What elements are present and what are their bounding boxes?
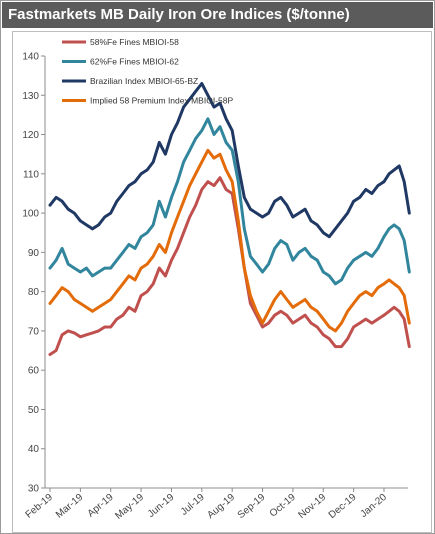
- title-bar: Fastmarkets MB Daily Iron Ore Indices ($…: [2, 2, 433, 28]
- x-tick-label: Apr-19: [86, 492, 116, 520]
- y-tick-label: 70: [28, 326, 40, 337]
- x-tick-label: Feb-19: [24, 492, 56, 521]
- series-line-2: [48, 82, 411, 239]
- y-tick-label: 50: [28, 405, 40, 416]
- y-tick-label: 40: [28, 444, 40, 455]
- x-tick-label: Oct-19: [268, 492, 298, 520]
- y-tick-label: 90: [28, 248, 40, 259]
- x-tick-label: Sep-19: [236, 492, 268, 521]
- y-tick-label: 120: [22, 130, 39, 141]
- y-tick-label: 30: [28, 484, 40, 495]
- x-tick-label: Jun-19: [146, 492, 177, 520]
- legend-label: Brazilian Index MBIOI-65-BZ: [90, 76, 198, 86]
- y-tick-label: 60: [28, 366, 40, 377]
- x-tick-label: May-19: [113, 492, 146, 522]
- x-tick-label: Dec-19: [327, 492, 359, 521]
- chart-title: Fastmarkets MB Daily Iron Ore Indices ($…: [8, 6, 350, 23]
- x-tick-label: Jan-20: [358, 492, 389, 520]
- x-tick-label: Mar-19: [54, 492, 86, 521]
- x-tick-label: Aug-19: [205, 492, 237, 521]
- y-tick-label: 140: [22, 52, 39, 63]
- y-tick-label: 110: [23, 169, 39, 180]
- legend-label: Implied 58 Premium Index MBIOI-58P: [90, 96, 233, 106]
- y-tick-label: 130: [22, 91, 39, 102]
- series-line-0: [48, 176, 411, 356]
- legend-label: 62%Fe Fines MBIOI-62: [90, 57, 179, 67]
- series-line-3: [48, 148, 411, 333]
- y-tick-label: 80: [28, 287, 40, 298]
- plot-area: [12, 31, 432, 533]
- series-line-1: [48, 117, 411, 286]
- x-tick-label: Jul-19: [179, 492, 207, 518]
- x-tick-label: Nov-19: [296, 492, 328, 521]
- legend-label: 58%Fe Fines MBIOI-58: [90, 37, 179, 47]
- y-tick-label: 100: [22, 209, 39, 220]
